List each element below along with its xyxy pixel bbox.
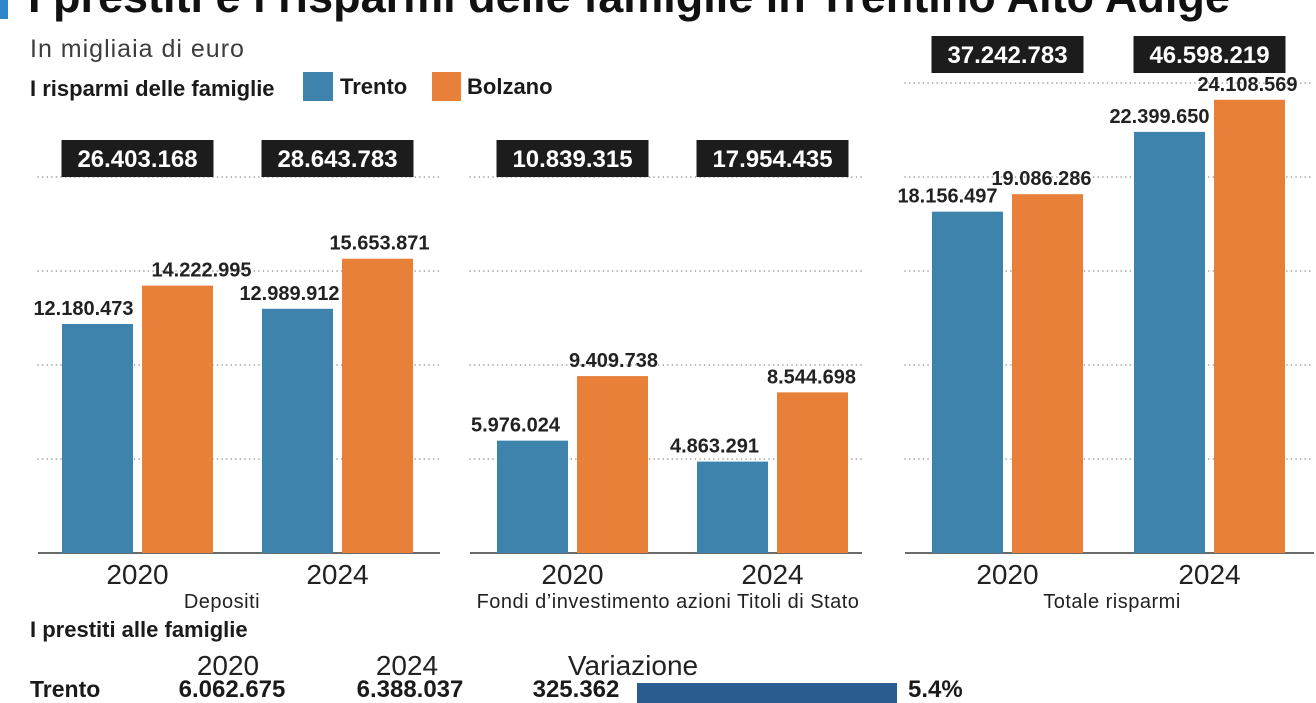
loans-column-2024: 2024 — [376, 650, 438, 681]
loans-column-2020: 2020 — [197, 650, 259, 681]
bar-value-label: 9.409.738 — [569, 350, 658, 372]
legend: Trento Bolzano — [303, 72, 553, 101]
total-value-2024: 17.954.435 — [712, 146, 832, 173]
legend-swatch-bolzano — [432, 72, 461, 101]
total-box-2020 — [931, 36, 1084, 73]
year-label-2020: 2020 — [106, 559, 168, 590]
loans-value-2024: 6.388.037 — [357, 676, 464, 703]
total-box-2024 — [261, 140, 414, 177]
bar-bolzano-2020 — [142, 285, 213, 553]
legend-swatch-trento — [303, 72, 333, 101]
bar-value-label: 4.863.291 — [670, 436, 759, 458]
bar-bolzano-2024 — [1214, 99, 1285, 553]
bar-value-label: 12.180.473 — [33, 298, 133, 320]
loans-change-bar — [637, 683, 897, 703]
category-label: Fondi d’investimento azioni Titoli di St… — [477, 591, 860, 613]
bar-value-label: 19.086.286 — [991, 168, 1091, 190]
category-label: Totale risparmi — [1043, 591, 1181, 613]
total-box-2024 — [696, 140, 849, 177]
title-accent-bar — [0, 0, 8, 19]
category-label: Depositi — [184, 591, 260, 613]
bar-value-label: 24.108.569 — [1197, 74, 1297, 96]
chart-panel-1: 26.403.168 12.180.473 14.222.995 2020 28.643… — [33, 140, 441, 613]
bar-trento-2020 — [932, 211, 1003, 554]
year-label-2024: 2024 — [741, 559, 803, 590]
loans-value-2020: 6.062.675 — [179, 676, 286, 703]
total-value-2024: 46.598.219 — [1149, 42, 1269, 69]
chart-panels: 26.403.168 12.180.473 14.222.995 2020 28.643… — [33, 36, 1315, 613]
loans-column-variazione: Variazione — [568, 650, 698, 681]
bar-bolzano-2024 — [342, 258, 413, 553]
bar-bolzano-2024 — [777, 392, 848, 553]
bar-trento-2020 — [497, 440, 568, 553]
bar-value-label: 22.399.650 — [1109, 106, 1209, 128]
loans-section: I prestiti alle famiglie 2020 2024 Varia… — [30, 617, 963, 703]
page-title: I prestiti e i risparmi delle famiglie i… — [28, 0, 1230, 22]
unit-note: In migliaia di euro — [30, 35, 245, 63]
year-label-2024: 2024 — [306, 559, 368, 590]
bar-trento-2024 — [1134, 131, 1205, 553]
loans-change-value: 325.362 — [533, 676, 620, 703]
total-value-2020: 26.403.168 — [77, 146, 197, 173]
bar-bolzano-2020 — [1012, 194, 1083, 553]
bar-value-label: 12.989.912 — [239, 283, 339, 305]
loans-heading: I prestiti alle famiglie — [30, 617, 248, 642]
year-label-2020: 2020 — [541, 559, 603, 590]
chart-panel-2: 10.839.315 5.976.024 9.409.738 2020 17.954.4… — [469, 140, 863, 613]
total-box-2020 — [496, 140, 649, 177]
savings-heading: I risparmi delle famiglie — [30, 76, 275, 101]
bar-value-label: 8.544.698 — [767, 366, 856, 388]
legend-label-bolzano: Bolzano — [467, 74, 553, 99]
bar-trento-2020 — [62, 324, 133, 553]
loans-row-name: Trento — [30, 676, 100, 702]
total-box-2024 — [1133, 36, 1286, 73]
total-box-2020 — [61, 140, 214, 177]
legend-label-trento: Trento — [340, 74, 407, 99]
bar-bolzano-2020 — [577, 376, 648, 553]
year-label-2020: 2020 — [976, 559, 1038, 590]
bar-trento-2024 — [262, 308, 333, 553]
bar-value-label: 5.976.024 — [471, 415, 561, 437]
year-label-2024: 2024 — [1178, 559, 1240, 590]
bar-trento-2024 — [697, 461, 768, 553]
total-value-2020: 10.839.315 — [512, 146, 632, 173]
bar-value-label: 15.653.871 — [329, 233, 429, 255]
total-value-2020: 37.242.783 — [947, 42, 1067, 69]
total-value-2024: 28.643.783 — [277, 146, 397, 173]
table-row: Trento 6.062.675 6.388.037 325.362 5.4% — [30, 676, 963, 703]
bar-value-label: 14.222.995 — [151, 260, 251, 282]
loans-change-percent: 5.4% — [908, 676, 963, 703]
bar-value-label: 18.156.497 — [897, 186, 997, 208]
